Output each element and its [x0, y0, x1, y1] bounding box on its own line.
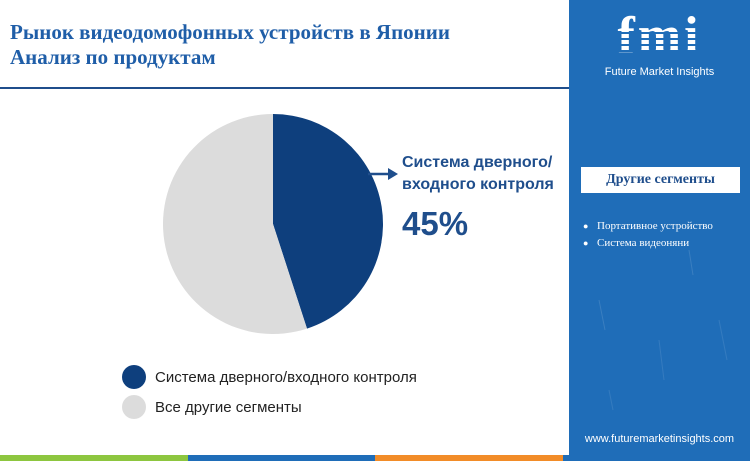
title-divider — [0, 87, 569, 89]
segment-label: Система видеоняни — [597, 237, 690, 249]
legend-item-door-control: Система дверного/входного контроля — [122, 363, 417, 391]
callout-label: Система дверного/ входного контроля — [402, 152, 572, 196]
arrow-right-icon — [368, 168, 398, 180]
pie-chart — [162, 114, 383, 334]
bullet-icon: ● — [583, 221, 589, 231]
segment-label: Портативное устройство — [597, 220, 713, 232]
segment-item: ● Система видеоняни — [583, 235, 713, 252]
fmi-logo: fmi Future Market Insights — [569, 8, 750, 78]
pie-slice-0 — [273, 114, 383, 329]
title-line-2: Анализ по продуктам — [10, 45, 216, 69]
legend-item-other-segments: Все другие сегменты — [122, 393, 417, 421]
bottom-bar-segment — [0, 455, 188, 461]
callout-label-line-2: входного контроля — [402, 176, 554, 193]
bottom-color-bar — [0, 455, 750, 461]
segment-item: ● Портативное устройство — [583, 218, 713, 235]
title-line-1: Рынок видеодомофонных устройств в Японии — [10, 20, 450, 44]
bottom-bar-segment — [187, 455, 375, 461]
callout-value: 45% — [402, 205, 469, 242]
pie-slice-1 — [162, 114, 307, 334]
sidebar-texture — [598, 249, 728, 411]
page-title: Рынок видеодомофонных устройств в Японии… — [10, 20, 550, 70]
bottom-bar-segment — [375, 455, 563, 461]
bottom-bar-segment — [562, 455, 750, 461]
segments-header: Другие сегменты — [581, 167, 740, 193]
logo-stripes — [593, 28, 726, 68]
segments-list: ● Портативное устройство ● Система видеоня… — [583, 218, 713, 252]
callout-label-line-1: Система дверного/ — [402, 154, 553, 171]
chart-legend: Система дверного/входного контроля Все д… — [122, 363, 417, 423]
sidebar-panel: fmi Future Market Insights Другие сегмен… — [569, 0, 750, 461]
logo-subtitle: Future Market Insights — [604, 66, 715, 78]
legend-label-other-segments: Все другие сегменты — [155, 398, 302, 416]
website-link[interactable]: www.futuremarketinsights.com — [584, 433, 735, 445]
legend-swatch-door-control — [122, 365, 146, 389]
legend-swatch-other-segments — [122, 395, 146, 419]
legend-label-door-control: Система дверного/входного контроля — [155, 368, 417, 386]
segments-title: Другие сегменты — [606, 172, 715, 187]
bullet-icon: ● — [583, 238, 589, 248]
